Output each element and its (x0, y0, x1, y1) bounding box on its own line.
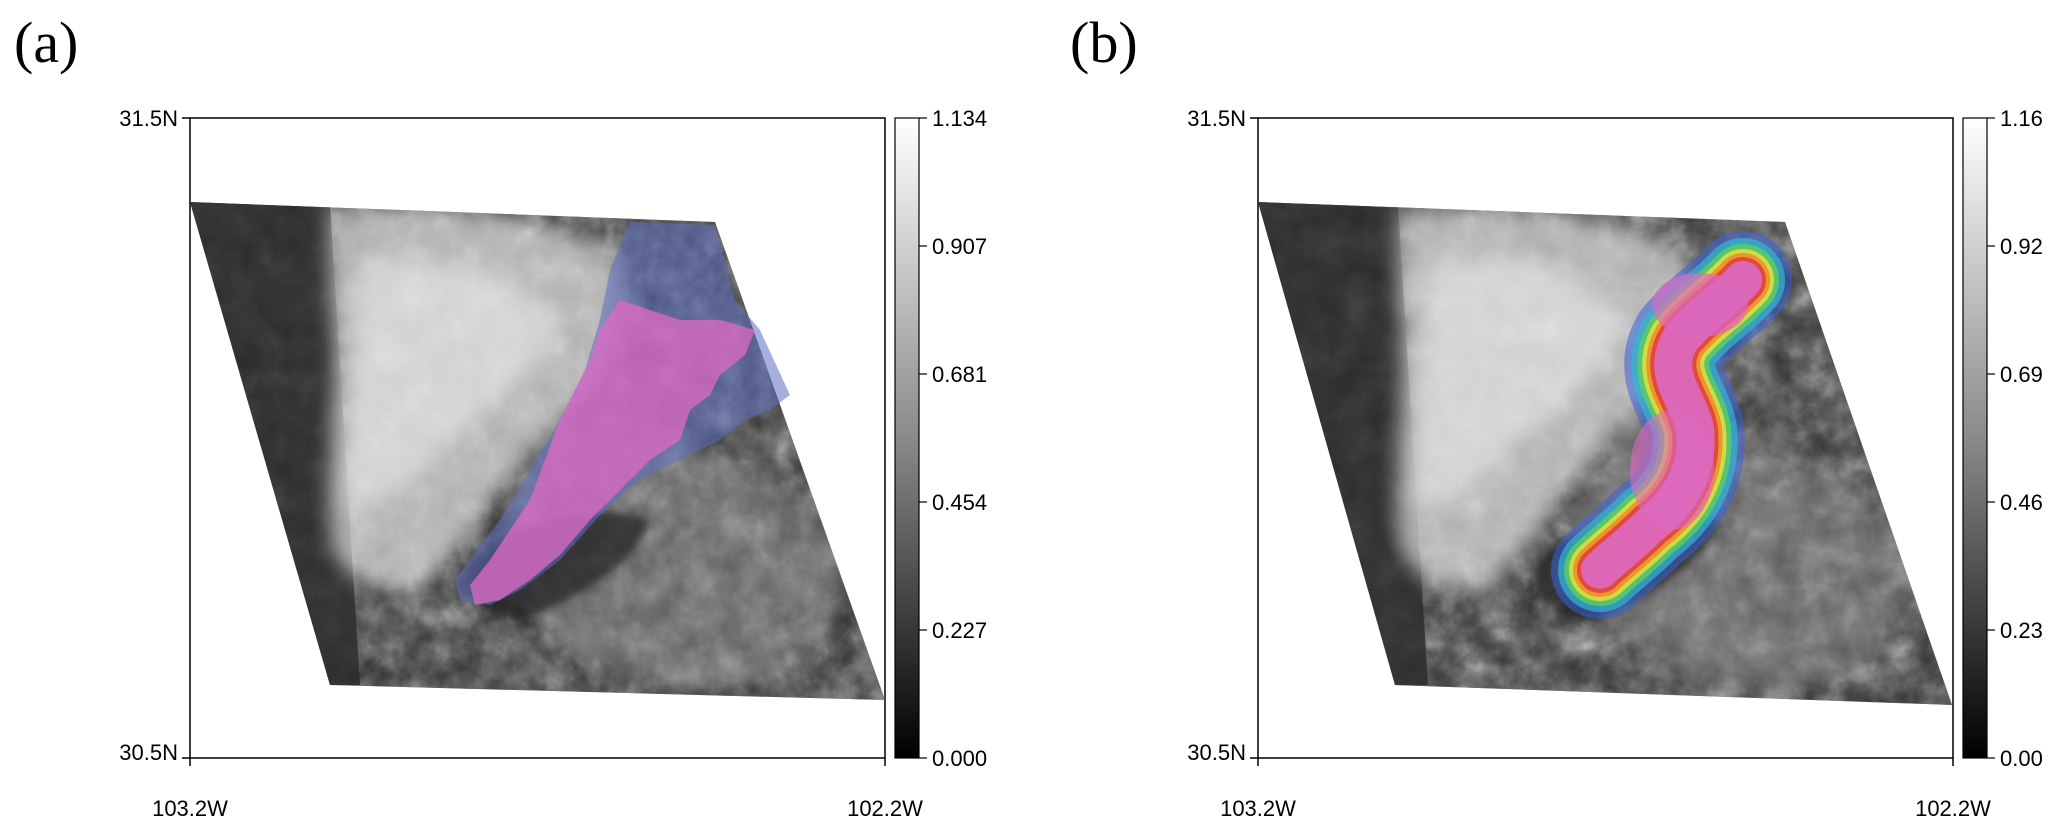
panel-a-cb-tick-0: 1.134 (932, 106, 987, 131)
panel-b: (b) 31.5N 30.5N 103.2W 102.2W (1070, 10, 2043, 821)
panel-a-cb-tick-5: 0.000 (932, 746, 987, 771)
panel-b-cb-tick-0: 1.16 (2000, 106, 2043, 131)
panel-b-imagery (1258, 202, 1952, 705)
panel-a-mask-pink (470, 300, 755, 605)
panel-a-lat-bottom: 30.5N (119, 740, 178, 765)
panel-b-cb-tick-5: 0.00 (2000, 746, 2043, 771)
panel-a-lon-right: 102.2W (847, 796, 923, 821)
panel-b-cb-tick-1: 0.92 (2000, 234, 2043, 259)
panel-b-colorbar: 1.16 0.92 0.69 0.46 0.23 0.00 (1962, 106, 2043, 771)
panel-a-lat-top: 31.5N (119, 106, 178, 131)
panel-a-frame (189, 117, 886, 759)
panel-b-core-north (1652, 273, 1748, 337)
panel-b-lat-bottom: 30.5N (1187, 740, 1246, 765)
panel-a-colorbar: 1.134 0.907 0.681 0.454 0.227 0.000 (894, 106, 987, 771)
panel-a-imagery (190, 202, 885, 700)
panel-a-cb-tick-2: 0.681 (932, 362, 987, 387)
panel-b-label: (b) (1070, 10, 1138, 75)
panel-b-cb-tick-2: 0.69 (2000, 362, 2043, 387)
panel-a-lon-left: 103.2W (152, 796, 228, 821)
panel-b-lat-top: 31.5N (1187, 106, 1246, 131)
panel-b-core-south (1630, 410, 1714, 530)
panel-a-cb-tick-4: 0.227 (932, 618, 987, 643)
panel-a-cb-tick-3: 0.454 (932, 490, 987, 515)
panel-a: (a) 31.5N 30.5N 103.2W 102.2W (14, 10, 987, 821)
panel-a-label: (a) (14, 10, 78, 75)
panel-b-frame (1257, 117, 1954, 759)
panel-b-lon-left: 103.2W (1220, 796, 1296, 821)
panel-b-lon-right: 102.2W (1915, 796, 1991, 821)
panel-b-cb-tick-4: 0.23 (2000, 618, 2043, 643)
panel-a-cb-tick-1: 0.907 (932, 234, 987, 259)
panel-b-cb-tick-3: 0.46 (2000, 490, 2043, 515)
